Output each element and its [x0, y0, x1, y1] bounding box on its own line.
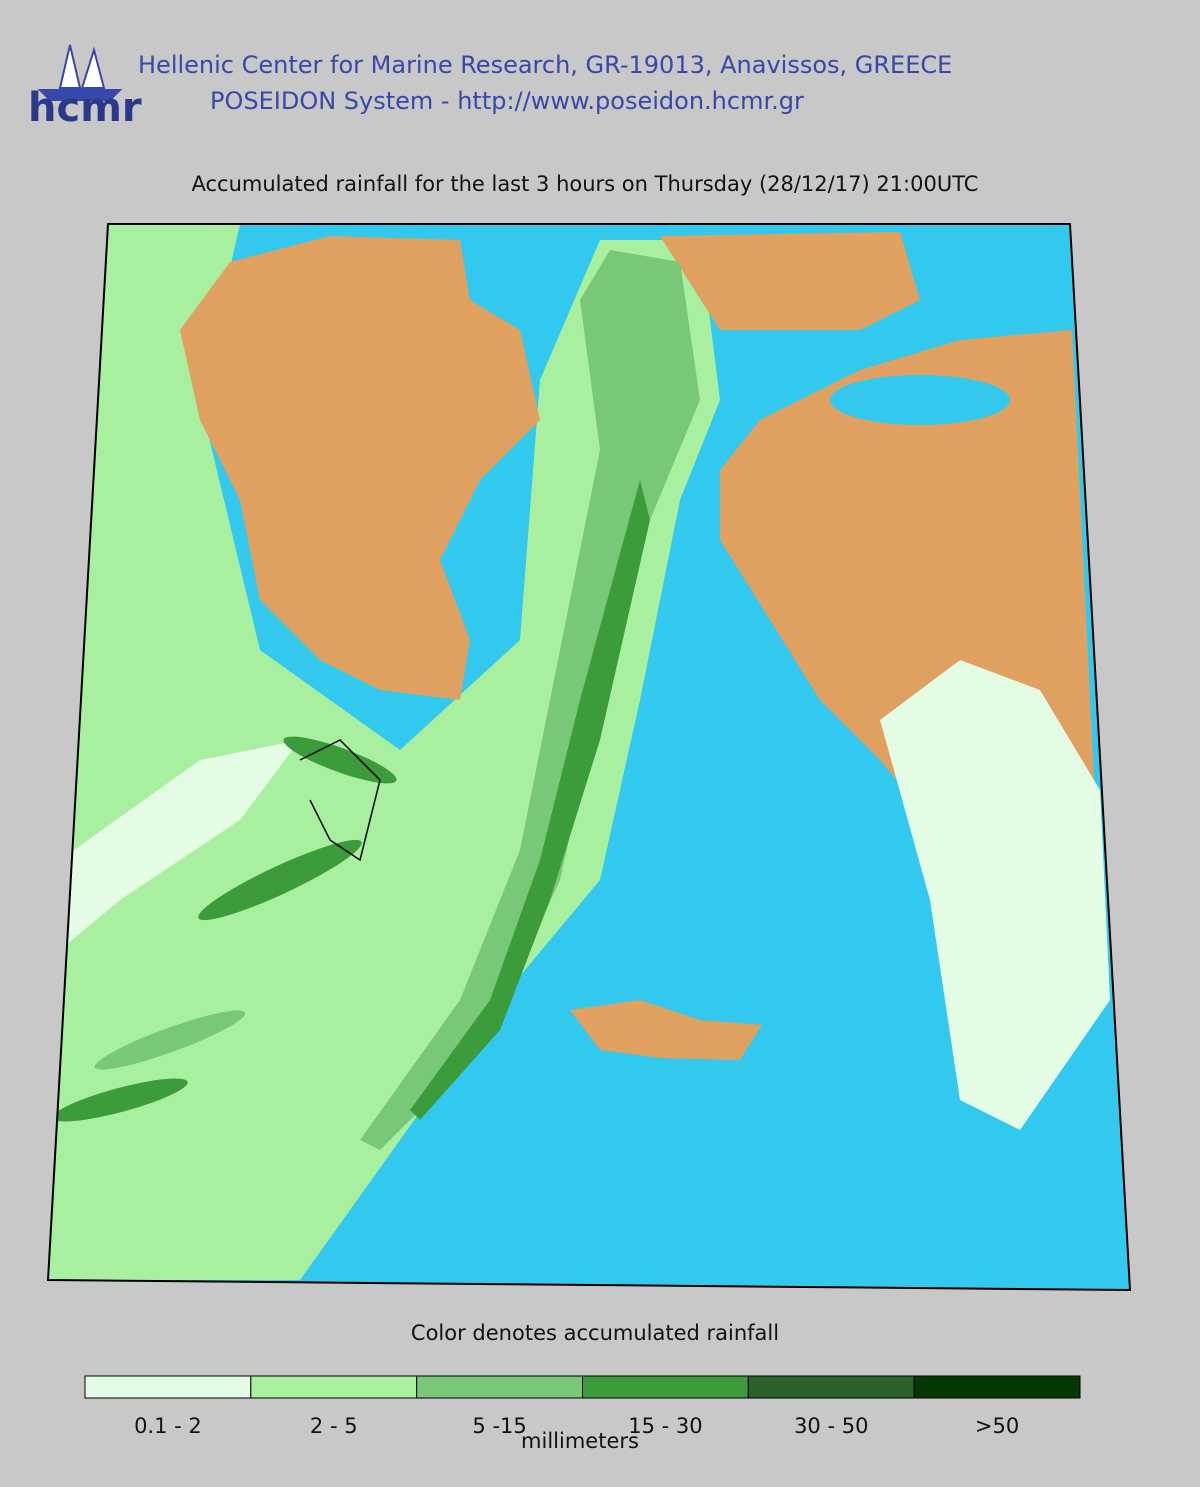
legend-unit: millimeters	[521, 1429, 639, 1453]
legend: 0.1 - 2 2 - 5 5 -15 15 - 30 30 - 50 >50	[84, 1375, 1081, 1438]
legend-swatch	[582, 1375, 749, 1399]
legend-label: >50	[975, 1414, 1019, 1438]
header-line: POSEIDON System - http://www.poseidon.hc…	[210, 87, 804, 115]
legend-swatch	[250, 1375, 418, 1399]
legend-swatch	[747, 1375, 915, 1399]
logo-icon	[37, 44, 123, 101]
legend-swatch	[84, 1375, 252, 1399]
legend-label: 15 - 30	[628, 1414, 702, 1438]
legend-swatch	[416, 1375, 583, 1399]
map	[48, 224, 1130, 1290]
logo: hcmr	[28, 85, 142, 131]
legend-label: 2 - 5	[310, 1414, 358, 1438]
legend-label: 30 - 50	[794, 1414, 868, 1438]
legend-caption: Color denotes accumulated rainfall	[411, 1321, 779, 1345]
legend-label: 0.1 - 2	[134, 1414, 202, 1438]
map-title: Accumulated rainfall for the last 3 hour…	[192, 172, 979, 196]
map-frame	[46, 223, 1132, 1292]
legend-label: 5 -15	[472, 1414, 526, 1438]
header-line: Hellenic Center for Marine Research, GR-…	[138, 51, 952, 79]
legend-swatch	[913, 1375, 1081, 1399]
